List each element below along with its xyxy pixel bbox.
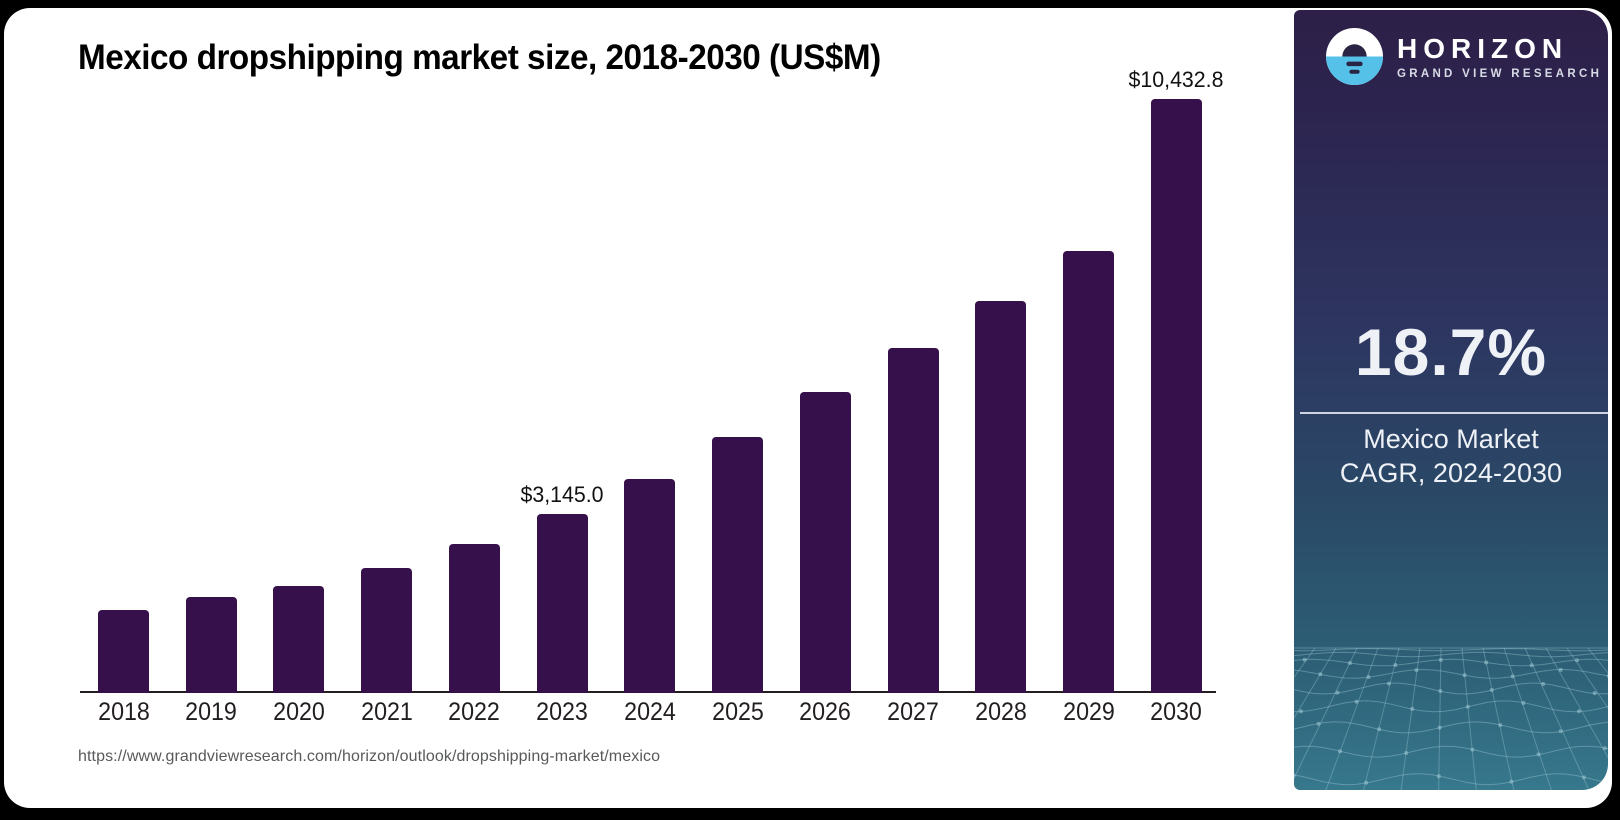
- brand-text: HORIZON GRAND VIEW RESEARCH: [1397, 33, 1602, 80]
- horizon-sunrise-circle-icon: [1326, 28, 1383, 85]
- cagr-caption: Mexico Market CAGR, 2024-2030: [1294, 422, 1608, 490]
- chart-card: Mexico dropshipping market size, 2018-20…: [4, 8, 1612, 808]
- bar-2022: [448, 544, 500, 693]
- bar-2024: [624, 479, 676, 693]
- x-tick-2023: 2023: [536, 698, 589, 726]
- x-tick-2027: 2027: [887, 698, 939, 726]
- sidebar-panel: HORIZON GRAND VIEW RESEARCH 18.7% Mexico…: [1294, 10, 1608, 790]
- bar-2030: [1150, 99, 1202, 693]
- x-tick-2025: 2025: [711, 698, 764, 726]
- x-tick-2021: 2021: [360, 698, 413, 726]
- x-tick-2030: 2030: [1150, 698, 1203, 726]
- cagr-value: 18.7%: [1354, 315, 1548, 389]
- bar-2025: [712, 437, 764, 693]
- bar-2018: [98, 610, 149, 693]
- x-tick-2018: 2018: [97, 698, 150, 726]
- value-label-2023: $3,145.0: [520, 482, 604, 507]
- source-url: https://www.grandviewresearch.com/horizo…: [78, 748, 661, 765]
- x-tick-2024: 2024: [624, 698, 676, 726]
- bar-2019: [185, 597, 237, 693]
- bar-2020: [273, 586, 325, 693]
- x-tick-2022: 2022: [448, 698, 501, 726]
- bar-2026: [799, 392, 851, 693]
- cagr-caption-line2: CAGR, 2024-2030: [1339, 458, 1563, 488]
- stat-divider: [1300, 412, 1608, 414]
- bar-2027: [887, 348, 939, 693]
- cagr-caption-line1: Mexico Market: [1363, 424, 1539, 454]
- x-tick-2019: 2019: [185, 698, 238, 726]
- bar-2028: [975, 301, 1027, 693]
- x-tick-2026: 2026: [799, 698, 852, 726]
- x-tick-2028: 2028: [974, 698, 1027, 726]
- chart-title: Mexico dropshipping market size, 2018-20…: [78, 38, 881, 77]
- brand-subtitle: GRAND VIEW RESEARCH: [1397, 68, 1603, 80]
- brand-logo: HORIZON GRAND VIEW RESEARCH: [1326, 28, 1602, 85]
- bar-chart: 2018 2019 2020 2021 2022 2023 $3,145.0 2024 2025…: [4, 8, 1294, 808]
- bar-2021: [361, 568, 413, 693]
- brand-name: HORIZON: [1397, 33, 1569, 64]
- value-label-2030: $10,432.8: [1128, 67, 1224, 92]
- x-tick-2029: 2029: [1062, 698, 1115, 726]
- x-tick-2020: 2020: [273, 698, 325, 726]
- bar-2023: [536, 514, 588, 693]
- bar-2029: [1063, 251, 1115, 693]
- wireframe-terrain-graphic: [1294, 647, 1608, 790]
